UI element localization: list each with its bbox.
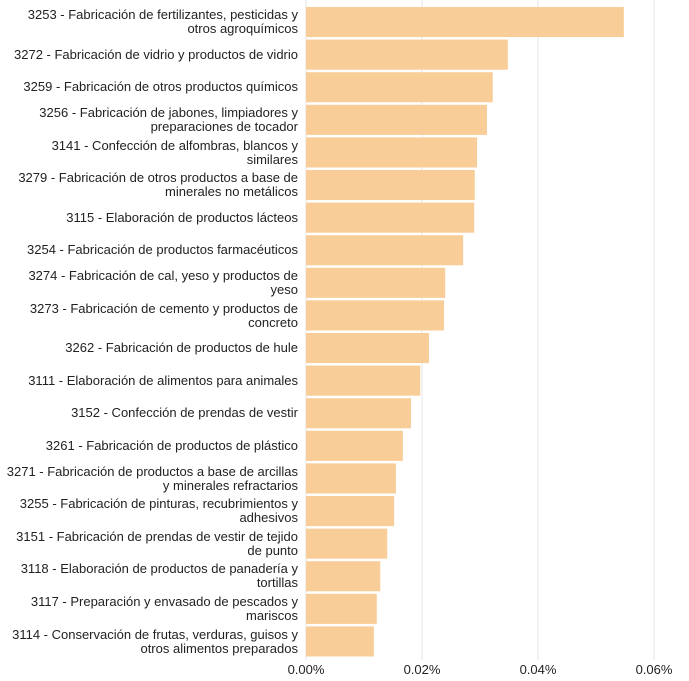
bar [306,104,487,135]
bar [306,528,388,559]
y-tick-label: 3262 - Fabricación de productos de hule [65,340,298,356]
y-tick-label: 3117 - Preparación y envasado de pescado… [30,594,298,624]
y-tick-label: 3272 - Fabricación de vidrio y productos… [14,46,298,62]
y-tick-label: 3279 - Fabricación de otros productos a … [18,170,298,200]
bar [306,496,395,527]
y-tick-label: 3111 - Elaboración de alimentos para ani… [28,372,298,388]
bar [306,430,403,461]
y-tick-label: 3273 - Fabricación de cemento y producto… [29,300,298,330]
bar [306,7,624,38]
y-tick-label: 3141 - Confección de alfombras, blancos … [51,137,298,167]
y-tick-label: 3256 - Fabricación de jabones, limpiador… [39,105,298,135]
bar [306,398,411,429]
y-tick-label: 3259 - Fabricación de otros productos qu… [23,79,298,95]
x-tick-label: 0.04% [519,662,557,677]
bar [306,561,381,592]
bar [306,333,429,364]
y-tick-label: 3254 - Fabricación de productos farmacéu… [27,242,298,258]
x-tick-label: 0.02% [403,662,441,677]
bar [306,235,464,266]
y-tick-label: 3118 - Elaboración de productos de panad… [20,561,298,591]
bar [306,365,421,396]
bar [306,137,478,168]
bar [306,300,445,331]
bar [306,170,475,201]
y-tick-label: 3115 - Elaboración de productos lácteos [66,209,298,225]
bar [306,463,396,494]
x-tick-label: 0.06% [635,662,673,677]
y-tick-label: 3114 - Conservación de frutas, verduras,… [12,626,298,656]
bar [306,267,446,298]
bar [306,72,493,103]
x-tick-label: 0.00% [287,662,325,677]
y-tick-label: 3271 - Fabricación de productos a base d… [6,463,298,493]
y-tick-label: 3274 - Fabricación de cal, yeso y produc… [28,268,298,298]
y-tick-label: 3261 - Fabricación de productos de plást… [45,438,298,454]
bar [306,39,508,70]
y-tick-label: 3151 - Fabricación de prendas de vestir … [16,528,298,558]
bar [306,593,377,624]
y-tick-label: 3253 - Fabricación de fertilizantes, pes… [27,7,298,37]
bar [306,202,475,233]
y-tick-label: 3255 - Fabricación de pinturas, recubrim… [19,496,298,526]
bar [306,626,374,657]
y-tick-label: 3152 - Confección de prendas de vestir [71,405,298,421]
